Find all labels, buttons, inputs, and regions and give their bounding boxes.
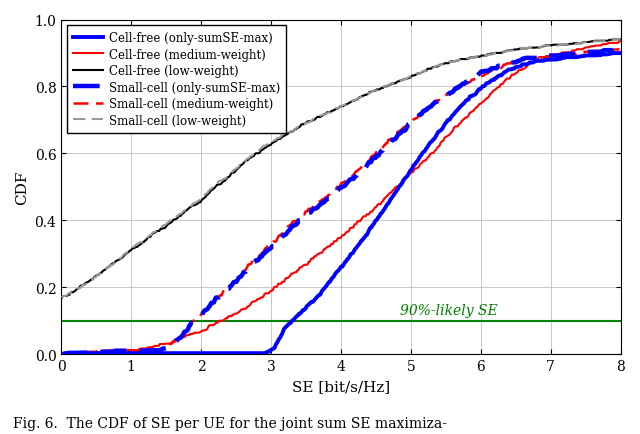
Text: 90%-likely SE: 90%-likely SE [401,304,498,318]
X-axis label: SE [bit/s/Hz]: SE [bit/s/Hz] [292,379,390,393]
Legend: Cell-free (only-sumSE-max), Cell-free (medium-weight), Cell-free (low-weight), S: Cell-free (only-sumSE-max), Cell-free (m… [67,26,285,134]
Y-axis label: CDF: CDF [15,171,29,205]
Text: Fig. 6.  The CDF of SE per UE for the joint sum SE maximiza-: Fig. 6. The CDF of SE per UE for the joi… [13,416,447,430]
